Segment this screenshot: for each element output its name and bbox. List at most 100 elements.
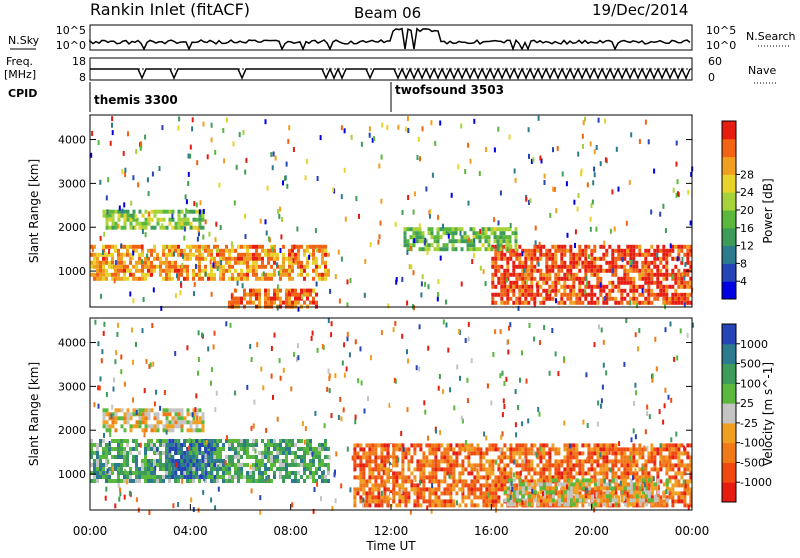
data-cell bbox=[99, 265, 102, 269]
data-cell bbox=[303, 463, 306, 467]
data-cell bbox=[419, 443, 422, 447]
data-cell bbox=[398, 475, 401, 479]
data-cell bbox=[246, 301, 249, 305]
data-cell bbox=[497, 235, 500, 239]
data-cell bbox=[497, 487, 500, 491]
data-cell bbox=[636, 478, 639, 482]
data-cell bbox=[380, 455, 383, 459]
data-cell bbox=[519, 486, 522, 490]
data-cell bbox=[306, 463, 309, 467]
data-cell bbox=[186, 467, 189, 471]
data-cell bbox=[255, 293, 258, 297]
data-cell bbox=[239, 132, 241, 137]
data-cell bbox=[243, 443, 246, 447]
data-cell bbox=[297, 297, 300, 301]
data-cell bbox=[377, 491, 380, 495]
data-cell bbox=[384, 481, 386, 486]
data-cell bbox=[111, 405, 113, 410]
data-cell bbox=[626, 269, 629, 273]
data-cell bbox=[315, 301, 318, 305]
data-cell bbox=[611, 285, 614, 289]
data-cell bbox=[434, 455, 437, 459]
data-cell bbox=[531, 482, 534, 486]
data-cell bbox=[255, 273, 258, 277]
data-cell bbox=[404, 231, 407, 235]
data-cell bbox=[117, 463, 120, 467]
data-cell bbox=[602, 451, 605, 455]
data-cell bbox=[237, 471, 240, 475]
data-cell bbox=[240, 269, 243, 273]
data-cell bbox=[148, 416, 151, 420]
colorbar-swatch bbox=[722, 192, 736, 210]
data-cell bbox=[150, 362, 152, 367]
data-cell bbox=[620, 451, 623, 455]
data-cell bbox=[186, 277, 189, 281]
data-cell bbox=[491, 257, 494, 261]
data-cell bbox=[665, 297, 668, 301]
data-cell bbox=[644, 482, 646, 487]
data-cell bbox=[219, 439, 222, 443]
data-cell bbox=[540, 486, 543, 490]
data-cell bbox=[623, 297, 626, 301]
data-cell bbox=[166, 210, 169, 214]
data-cell bbox=[527, 301, 530, 305]
data-cell bbox=[497, 243, 500, 247]
data-cell bbox=[154, 401, 156, 406]
data-cell bbox=[554, 447, 557, 451]
data-cell bbox=[315, 228, 317, 233]
data-cell bbox=[312, 471, 315, 475]
data-cell bbox=[103, 416, 106, 420]
data-cell bbox=[630, 494, 633, 498]
data-cell bbox=[527, 285, 530, 289]
data-cell bbox=[545, 253, 548, 257]
data-cell bbox=[222, 459, 225, 463]
data-cell bbox=[189, 154, 191, 159]
data-cell bbox=[552, 494, 555, 498]
data-cell bbox=[177, 451, 180, 455]
data-cell bbox=[181, 420, 184, 424]
data-cell bbox=[153, 269, 156, 273]
data-cell bbox=[437, 227, 440, 231]
data-cell bbox=[465, 440, 467, 445]
data-cell bbox=[270, 439, 273, 443]
data-cell bbox=[512, 285, 515, 289]
data-cell bbox=[183, 277, 186, 281]
data-cell bbox=[452, 227, 455, 231]
data-cell bbox=[660, 443, 662, 448]
data-cell bbox=[416, 239, 419, 243]
data-cell bbox=[165, 277, 168, 281]
data-cell bbox=[132, 459, 135, 463]
data-cell bbox=[135, 447, 138, 451]
data-cell bbox=[96, 277, 99, 281]
data-cell bbox=[148, 211, 150, 216]
data-cell bbox=[401, 467, 404, 471]
data-cell bbox=[563, 281, 566, 285]
data-cell bbox=[215, 237, 217, 242]
data-cell bbox=[470, 451, 473, 455]
data-cell bbox=[497, 479, 500, 483]
data-cell bbox=[560, 249, 563, 253]
data-cell bbox=[590, 301, 593, 305]
data-cell bbox=[461, 488, 463, 493]
data-cell bbox=[579, 494, 582, 498]
data-cell bbox=[656, 245, 659, 249]
data-cell bbox=[195, 463, 198, 467]
data-cell bbox=[449, 495, 452, 499]
data-cell bbox=[521, 261, 524, 265]
data-cell bbox=[189, 455, 192, 459]
data-cell bbox=[551, 443, 554, 447]
data-cell bbox=[150, 261, 153, 265]
station-title: Rankin Inlet (fitACF) bbox=[90, 0, 250, 19]
data-cell bbox=[598, 118, 600, 123]
data-cell bbox=[531, 489, 533, 494]
data-cell bbox=[126, 451, 129, 455]
data-cell bbox=[175, 420, 178, 424]
data-cell bbox=[452, 483, 455, 487]
data-cell bbox=[285, 443, 288, 447]
data-cell bbox=[617, 301, 620, 305]
data-cell bbox=[317, 348, 319, 353]
data-cell bbox=[452, 471, 455, 475]
data-cell bbox=[180, 283, 182, 288]
data-cell bbox=[365, 499, 368, 503]
data-cell bbox=[386, 447, 389, 451]
